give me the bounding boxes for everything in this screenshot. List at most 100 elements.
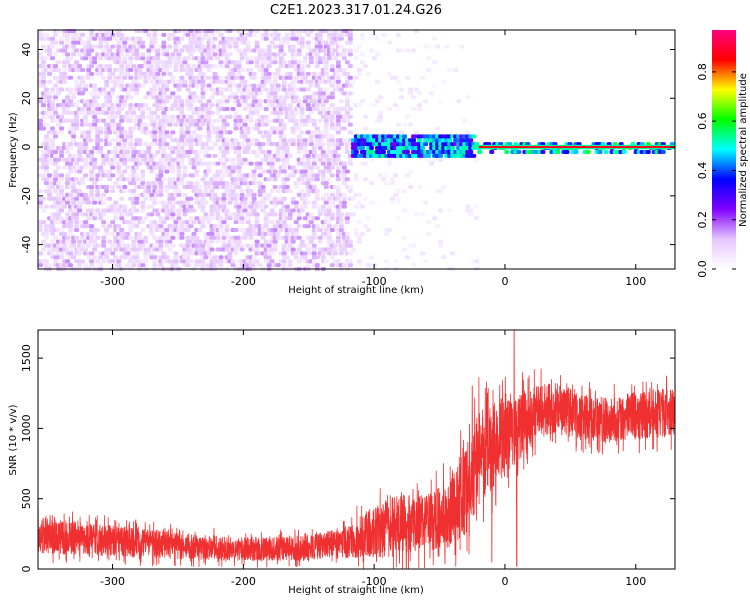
spectrogram-cell [122, 157, 128, 162]
spectrogram-cell [338, 142, 344, 147]
spectrogram-cell [86, 52, 92, 57]
spectrogram-cell [362, 196, 368, 201]
spectrogram-cell [426, 67, 432, 72]
spectrogram-cell [83, 220, 89, 225]
spectrogram-cell [311, 149, 317, 154]
spectrogram-cell [80, 177, 86, 182]
spectrogram-cell [383, 259, 389, 264]
spectrogram-cell [101, 224, 107, 229]
spectrogram-cell [176, 212, 182, 217]
spectrogram-cell [179, 181, 185, 186]
spectrogram-cell [269, 220, 275, 225]
spectrogram-cell [365, 71, 371, 76]
spectrogram-cell [335, 83, 341, 88]
spectrogram-cell [296, 60, 302, 65]
spectrogram-cell [125, 165, 131, 170]
spectrogram-cell [221, 44, 227, 49]
spectrogram-cell [209, 95, 215, 100]
spectrogram-cell [314, 263, 320, 268]
spectrogram-cell [347, 114, 353, 119]
spectrogram-cell [194, 110, 200, 115]
spectrogram-cell [140, 83, 146, 88]
spectrogram-cell [326, 196, 332, 201]
spectrogram-cell [254, 64, 260, 69]
spectrogram-cell [356, 103, 362, 108]
spectrogram-cell [119, 196, 125, 201]
spectrogram-cell [74, 60, 80, 65]
spectrogram-cell [80, 67, 86, 72]
spectrogram-cell [281, 60, 287, 65]
spectrogram-cell [341, 200, 347, 205]
spectrogram-cell [251, 227, 257, 232]
spectrogram-cell [468, 212, 474, 217]
spectrogram-cell [236, 149, 242, 154]
spectrogram-cell [113, 149, 119, 154]
spectrogram-cell [290, 114, 296, 119]
spectrogram-cell [296, 235, 302, 240]
spectrogram-cell [179, 231, 185, 236]
spectrogram-cell [173, 263, 179, 268]
spectrogram-cell [95, 227, 101, 232]
spectrogram-cell [233, 95, 239, 100]
spectrogram-cell [116, 208, 122, 213]
spectrogram-cell [423, 99, 429, 104]
spectrogram-cell [110, 173, 116, 178]
spectrogram-cell [158, 95, 164, 100]
spectrogram-cell [77, 204, 83, 209]
spectrogram-cell [119, 83, 125, 88]
spectrogram-cell [386, 157, 392, 162]
spectrogram-cell [299, 208, 305, 213]
spectrogram-cell [317, 32, 323, 37]
spectrogram-cell [92, 122, 98, 127]
spectrogram-cell [140, 227, 146, 232]
spectrogram-cell [206, 52, 212, 57]
spectrogram-cell [119, 173, 125, 178]
spectrogram-cell [338, 212, 344, 217]
spectrogram-cell [110, 107, 116, 112]
spectrogram-cell [68, 227, 74, 232]
spectrogram-cell [242, 181, 248, 186]
spectrogram-cell [399, 130, 405, 135]
spectrogram-cell [137, 138, 143, 143]
spectrogram-cell [44, 204, 50, 209]
spectrogram-cell [74, 122, 80, 127]
spectrogram-cell [188, 204, 194, 209]
spectrogram-x-tick-label: -100 [362, 275, 387, 288]
spectrogram-cell [263, 216, 269, 221]
spectrogram-cell [122, 185, 128, 190]
spectrogram-cell [56, 60, 62, 65]
spectrogram-cell [392, 75, 398, 80]
spectrogram-cell [408, 185, 414, 190]
spectrogram-cell [131, 126, 137, 131]
spectrogram-cell [302, 251, 308, 256]
spectrogram-cell [326, 251, 332, 256]
spectrogram-cell [323, 67, 329, 72]
spectrogram-cell [396, 32, 402, 37]
spectrogram-cell [281, 263, 287, 268]
spectrogram-cell [137, 235, 143, 240]
spectrogram-cell [197, 239, 203, 244]
spectrogram-cell [281, 126, 287, 131]
spectrogram-cell [176, 165, 182, 170]
spectrogram-cell [197, 67, 203, 72]
colorbar-tick-label: 0.4 [696, 162, 709, 180]
spectrogram-cell [308, 110, 314, 115]
spectrogram-cell [206, 83, 212, 88]
spectrogram-cell [65, 259, 71, 264]
spectrogram-cell [242, 118, 248, 123]
spectrogram-cell [320, 173, 326, 178]
spectrogram-cell [411, 263, 417, 268]
spectrogram-cell [224, 146, 230, 151]
spectrogram-cell [266, 177, 272, 182]
spectrogram-cell [338, 227, 344, 232]
spectrogram-cell [101, 259, 107, 264]
spectrogram-cell [92, 200, 98, 205]
spectrogram-cell [341, 173, 347, 178]
spectrogram-cell [200, 71, 206, 76]
spectrogram-cell [116, 263, 122, 268]
spectrogram-cell [411, 95, 417, 100]
spectrogram-cell [47, 263, 53, 268]
spectrogram-cell [113, 157, 119, 162]
spectrogram-cell [206, 138, 212, 143]
